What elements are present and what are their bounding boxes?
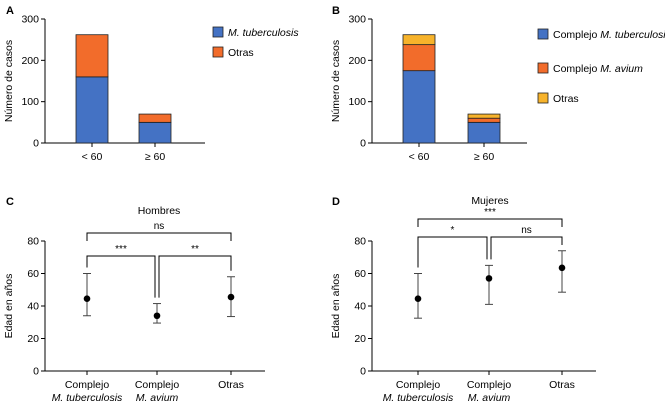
significance-bracket-d (417, 218, 563, 227)
y-tick-label-a: 100 (21, 96, 39, 108)
bar-segment-b (402, 70, 436, 144)
x-tick-label-a: < 60 (82, 151, 103, 163)
legend-swatch-b (537, 28, 549, 40)
y-tick-label-a: 0 (33, 138, 39, 150)
x-tick-sublabel-c: M. avium (136, 392, 179, 404)
significance-bracket-c (86, 255, 156, 298)
legend-swatch-a (212, 26, 224, 38)
legend-swatch-b (537, 92, 549, 104)
legend-label-part: Complejo (553, 29, 600, 41)
panel-label-d: D (332, 196, 340, 208)
y-tick-label-d: 0 (360, 366, 366, 378)
legend-swatch-a (212, 46, 224, 58)
y-axis-title-d: Edad en años (330, 274, 342, 339)
legend-label-part: M. tuberculosis (228, 27, 299, 39)
legend-label-b: Otras (553, 93, 579, 105)
y-tick-label-d: 20 (354, 333, 366, 345)
bar-segment-b (467, 121, 501, 144)
y-tick-label-d: 60 (354, 268, 366, 280)
mean-point-d (558, 264, 566, 272)
y-tick-label-a: 300 (21, 14, 39, 26)
bar-segment-b (467, 117, 501, 123)
panel-label-b: B (332, 5, 340, 17)
y-tick-label-b: 100 (348, 96, 366, 108)
significance-label-d: ns (521, 225, 532, 236)
y-axis-title-b: Número de casos (330, 40, 342, 122)
x-tick-sublabel-d: M. tuberculosis (383, 392, 454, 404)
x-tick-label-d: Complejo (467, 379, 512, 391)
significance-label-d: *** (484, 207, 496, 218)
significance-bracket-c (158, 255, 232, 298)
y-axis-title-a: Número de casos (3, 40, 15, 122)
legend-label-part: M. avium (600, 63, 643, 75)
x-tick-label-d: Otras (549, 379, 575, 391)
legend-swatch-b (537, 62, 549, 74)
significance-label-c: *** (115, 244, 127, 255)
mean-point-c (227, 293, 235, 301)
y-tick-label-b: 200 (348, 55, 366, 67)
x-tick-label-c: Otras (218, 379, 244, 391)
y-tick-label-c: 80 (27, 236, 39, 248)
mean-point-c (153, 312, 161, 320)
x-tick-sublabel-d: M. avium (468, 392, 511, 404)
y-tick-label-c: 60 (27, 268, 39, 280)
legend-label-part: M. tuberculosis (600, 29, 665, 41)
x-tick-label-a: ≥ 60 (145, 151, 166, 163)
bar-segment-b (402, 34, 436, 46)
legend-label-b: Complejo M. tuberculosis (553, 29, 665, 41)
bar-segment-a (138, 121, 172, 144)
bar-segment-a (75, 76, 109, 144)
y-tick-label-a: 200 (21, 55, 39, 67)
y-axis-title-c: Edad en años (3, 274, 15, 339)
x-tick-label-d: Complejo (396, 379, 441, 391)
bar-segment-a (138, 113, 172, 123)
bar-segment-a (75, 34, 109, 78)
legend-label-part: Otras (553, 93, 579, 105)
y-tick-label-b: 300 (348, 14, 366, 26)
significance-bracket-c (86, 232, 232, 241)
y-tick-label-c: 40 (27, 301, 39, 313)
mean-point-d (414, 295, 422, 302)
significance-label-c: ns (154, 221, 165, 232)
x-tick-sublabel-c: M. tuberculosis (52, 392, 123, 404)
y-tick-label-c: 20 (27, 333, 39, 345)
chart-title-d: Mujeres (471, 195, 508, 207)
panel-label-a: A (6, 5, 14, 17)
x-tick-label-b: < 60 (409, 151, 430, 163)
y-tick-label-d: 80 (354, 236, 366, 248)
legend-label-part: Otras (228, 47, 254, 59)
y-tick-label-b: 0 (360, 138, 366, 150)
bar-chart-b: 0 100 200 300 Número de casos < 60 ≥ 60 Complej… (330, 14, 665, 164)
y-tick-label-d: 40 (354, 301, 366, 313)
chart-title-c: Hombres (138, 205, 181, 217)
legend-label-b: Complejo M. avium (553, 63, 643, 75)
significance-bracket-d (490, 236, 563, 260)
bar-segment-b (467, 113, 501, 119)
panel-label-c: C (6, 196, 14, 208)
legend-label-part: Complejo (553, 63, 600, 75)
x-tick-label-b: ≥ 60 (474, 151, 495, 163)
significance-label-c: ** (191, 244, 199, 255)
x-tick-label-c: Complejo (135, 379, 180, 391)
x-tick-label-c: Complejo (65, 379, 110, 391)
mean-point-c (83, 295, 91, 302)
significance-bracket-d (417, 236, 488, 268)
significance-label-d: * (451, 225, 455, 236)
bar-segment-b (402, 44, 436, 72)
legend-label-a: M. tuberculosis (228, 27, 299, 39)
y-tick-label-c: 0 (33, 366, 39, 378)
legend-label-a: Otras (228, 47, 254, 59)
mean-point-d (485, 275, 493, 282)
bar-chart-a: 0 100 200 300 Número de casos < 60 ≥ 60 M. tube… (3, 14, 299, 164)
